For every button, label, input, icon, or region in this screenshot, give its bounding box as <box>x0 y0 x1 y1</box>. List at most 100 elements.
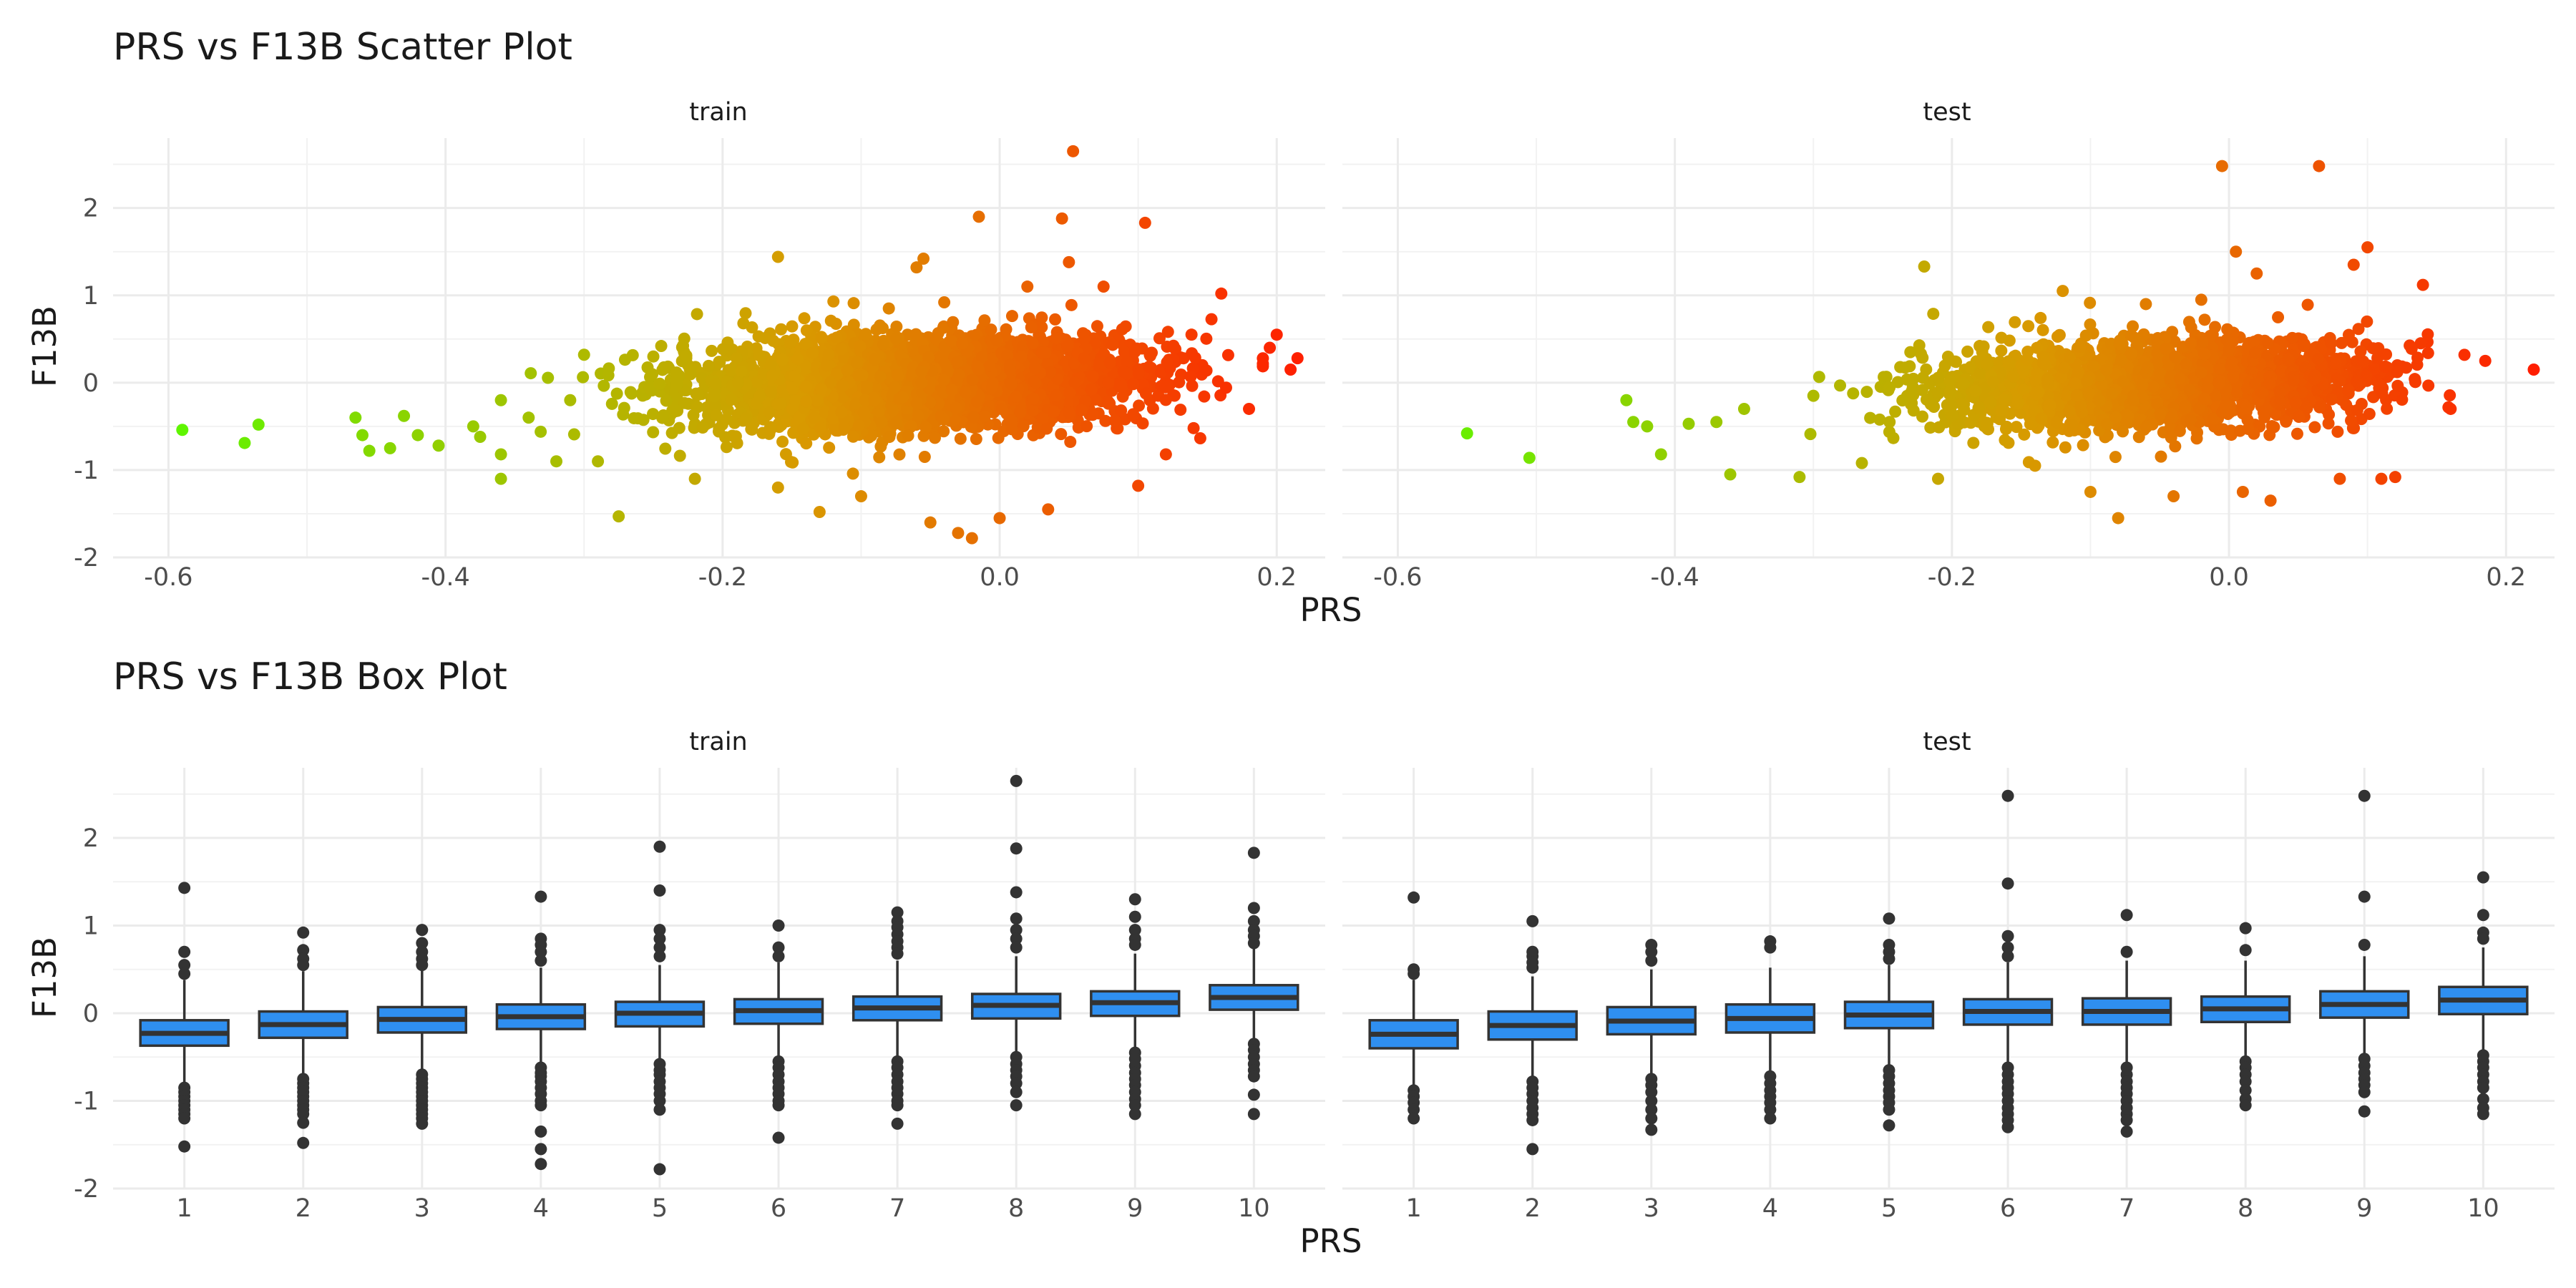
scatter-point <box>827 295 840 308</box>
scatter-point <box>990 333 1003 346</box>
scatter-point <box>725 364 738 377</box>
scatter-point <box>709 377 722 390</box>
scatter-point <box>882 302 895 315</box>
scatter-point <box>494 394 507 406</box>
scatter-point <box>877 322 889 335</box>
scatter-point <box>917 252 930 265</box>
scatter-point <box>597 379 610 392</box>
scatter-point <box>1200 364 1213 377</box>
scatter-point <box>869 353 882 366</box>
scatter-point <box>713 356 726 369</box>
scatter-point <box>763 406 776 419</box>
scatter-point <box>1116 390 1129 403</box>
scatter-point <box>798 312 811 325</box>
scatter-point <box>1219 381 1232 394</box>
scatter-point <box>2190 432 2203 445</box>
scatter-point <box>1021 280 1034 293</box>
scatter-point <box>1067 145 1080 157</box>
scatter-point <box>1113 380 1126 393</box>
scatter-point <box>1174 404 1187 416</box>
scatter-point <box>808 411 821 424</box>
scatter-point <box>806 346 819 359</box>
scatter-point <box>896 391 909 404</box>
scatter-point <box>1085 383 1098 396</box>
scatter-point <box>954 432 967 445</box>
scatter-point <box>890 320 903 333</box>
scatter-point <box>1133 399 1146 412</box>
scatter-point <box>494 472 507 485</box>
scatter-point <box>779 448 792 461</box>
scatter-point <box>384 441 396 454</box>
scatter-point <box>952 527 965 540</box>
scatter-point <box>2022 320 2035 333</box>
scatter-point <box>1132 479 1145 492</box>
scatter-point <box>660 394 673 407</box>
scatter-point <box>688 421 701 434</box>
scatter-point <box>2352 323 2365 336</box>
scatter-point <box>567 428 580 441</box>
scatter-point <box>1063 406 1075 419</box>
scatter-point <box>1121 356 1133 369</box>
scatter-point <box>2421 328 2434 341</box>
scatter-point <box>972 210 985 223</box>
scatter-point <box>730 352 743 365</box>
scatter-point <box>655 340 668 353</box>
scatter-point <box>938 296 951 309</box>
scatter-point <box>673 449 686 462</box>
scatter-point <box>2036 323 2049 336</box>
scatter-point <box>1153 332 1166 345</box>
scatter-point <box>2458 348 2471 361</box>
scatter-point <box>1103 356 1116 369</box>
scatter-point <box>786 456 799 469</box>
scatter-point <box>1982 321 1995 333</box>
scatter-point <box>2293 411 2306 424</box>
scatter-point <box>883 431 896 444</box>
scatter-point <box>1169 343 1182 356</box>
scatter-point <box>887 404 899 416</box>
scatter-point <box>1889 405 1902 418</box>
scatter-point <box>1086 370 1099 383</box>
scatter-point <box>1243 402 1256 415</box>
scatter-point <box>970 433 982 446</box>
scatter-point <box>1086 409 1099 421</box>
scatter-point <box>874 440 887 453</box>
scatter-point <box>2331 425 2344 438</box>
scatter-point <box>1063 386 1075 399</box>
x-tick-label: -0.2 <box>1928 563 1976 592</box>
scatter-point <box>2155 450 2167 463</box>
scatter-point <box>967 411 980 424</box>
scatter-point <box>800 324 813 337</box>
scatter-point <box>929 431 942 444</box>
scatter-point <box>2444 389 2457 402</box>
scatter-point <box>720 413 733 426</box>
scatter-point <box>2009 316 2021 328</box>
scatter-point <box>2077 439 2089 452</box>
scatter-point <box>875 416 888 429</box>
x-tick-label: 0.2 <box>2486 563 2526 592</box>
scatter-point <box>1042 503 1055 516</box>
scatter-point <box>1027 392 1040 405</box>
scatter-point <box>525 367 537 380</box>
scatter-point <box>1161 326 1174 338</box>
scatter-point <box>800 395 813 408</box>
scatter-point <box>2132 431 2145 444</box>
scatter-point <box>1091 320 1103 333</box>
scatter-point <box>959 386 972 399</box>
scatter-point <box>1139 387 1152 400</box>
scatter-point <box>978 314 991 327</box>
scatter-point <box>577 371 590 384</box>
scatter-point <box>1025 321 1038 333</box>
scatter-point <box>542 371 555 384</box>
scatter-point <box>659 442 672 455</box>
scatter-point <box>766 369 779 382</box>
scatter-point <box>1078 352 1091 365</box>
scatter-point <box>628 411 640 424</box>
scatter-point <box>349 411 362 424</box>
scatter-point <box>1184 370 1197 383</box>
x-tick-label: 0.0 <box>2209 563 2249 592</box>
scatter-point <box>821 359 834 372</box>
scatter-point <box>950 401 962 414</box>
scatter-point <box>2380 348 2393 361</box>
